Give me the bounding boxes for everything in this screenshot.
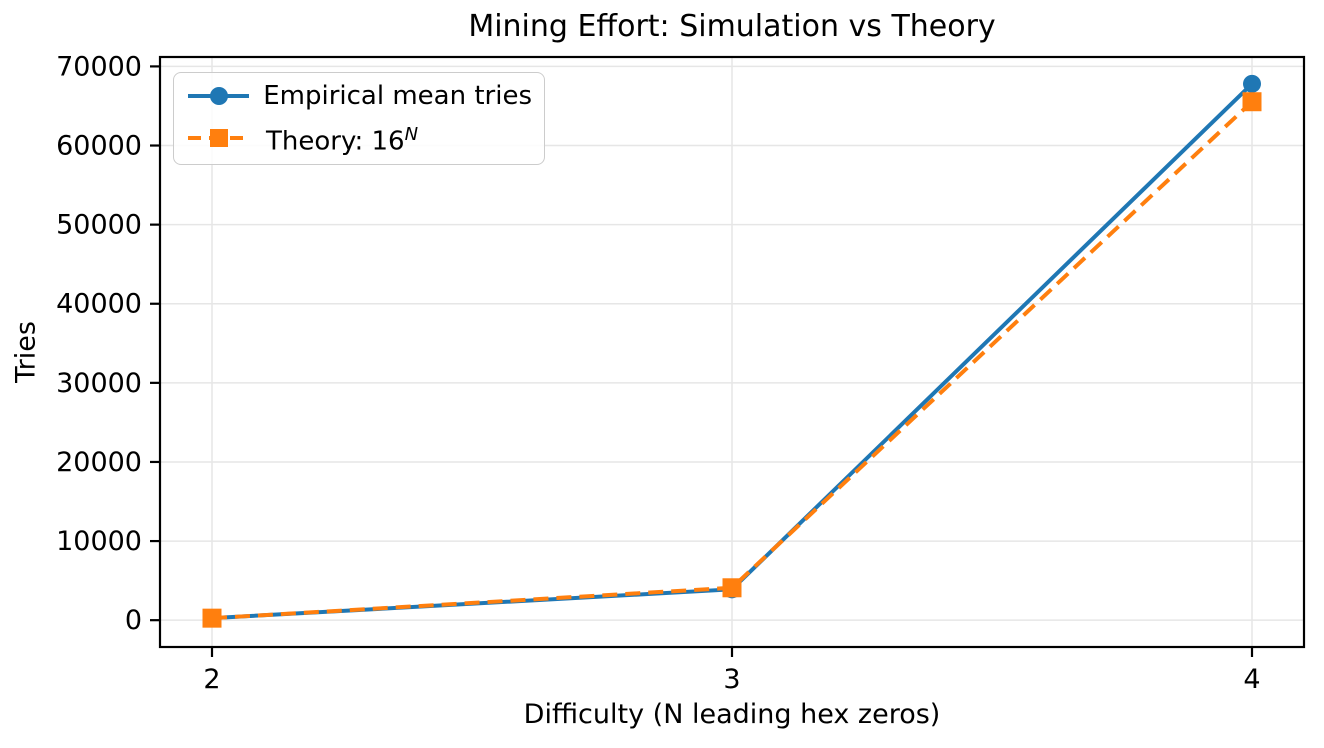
line-circle-marker-icon: [188, 86, 250, 105]
x-tick-label: 2: [203, 664, 220, 695]
y-tick-label: 40000: [56, 289, 142, 320]
x-tick-label: 3: [723, 664, 740, 695]
y-tick-label: 10000: [56, 526, 142, 557]
chart-title: Mining Effort: Simulation vs Theory: [468, 9, 996, 44]
data-point-marker: [1242, 92, 1262, 112]
data-point-marker: [202, 608, 222, 628]
data-point-marker: [1243, 74, 1261, 93]
legend-item-empirical: Empirical mean tries: [186, 81, 532, 111]
y-tick-label: 30000: [56, 368, 142, 399]
legend-item-theory: Theory: 16N: [186, 120, 532, 157]
y-tick-label: 20000: [56, 447, 142, 478]
y-tick-label: 50000: [56, 210, 142, 241]
x-axis-label: Difficulty (N leading hex zeros): [523, 699, 941, 730]
y-axis-label: Tries: [10, 321, 42, 383]
legend-label-empirical: Empirical mean tries: [263, 80, 532, 111]
dashed-line-square-marker-icon: [188, 129, 250, 147]
y-tick-label: 0: [125, 605, 142, 636]
y-tick-label: 60000: [56, 131, 142, 162]
legend: Empirical mean tries Theory: 16N: [173, 72, 545, 165]
data-point-marker: [722, 578, 742, 598]
x-tick-label: 4: [1243, 664, 1260, 695]
y-tick-label: 70000: [56, 51, 142, 82]
legend-label-theory: Theory: 16N: [266, 123, 419, 157]
